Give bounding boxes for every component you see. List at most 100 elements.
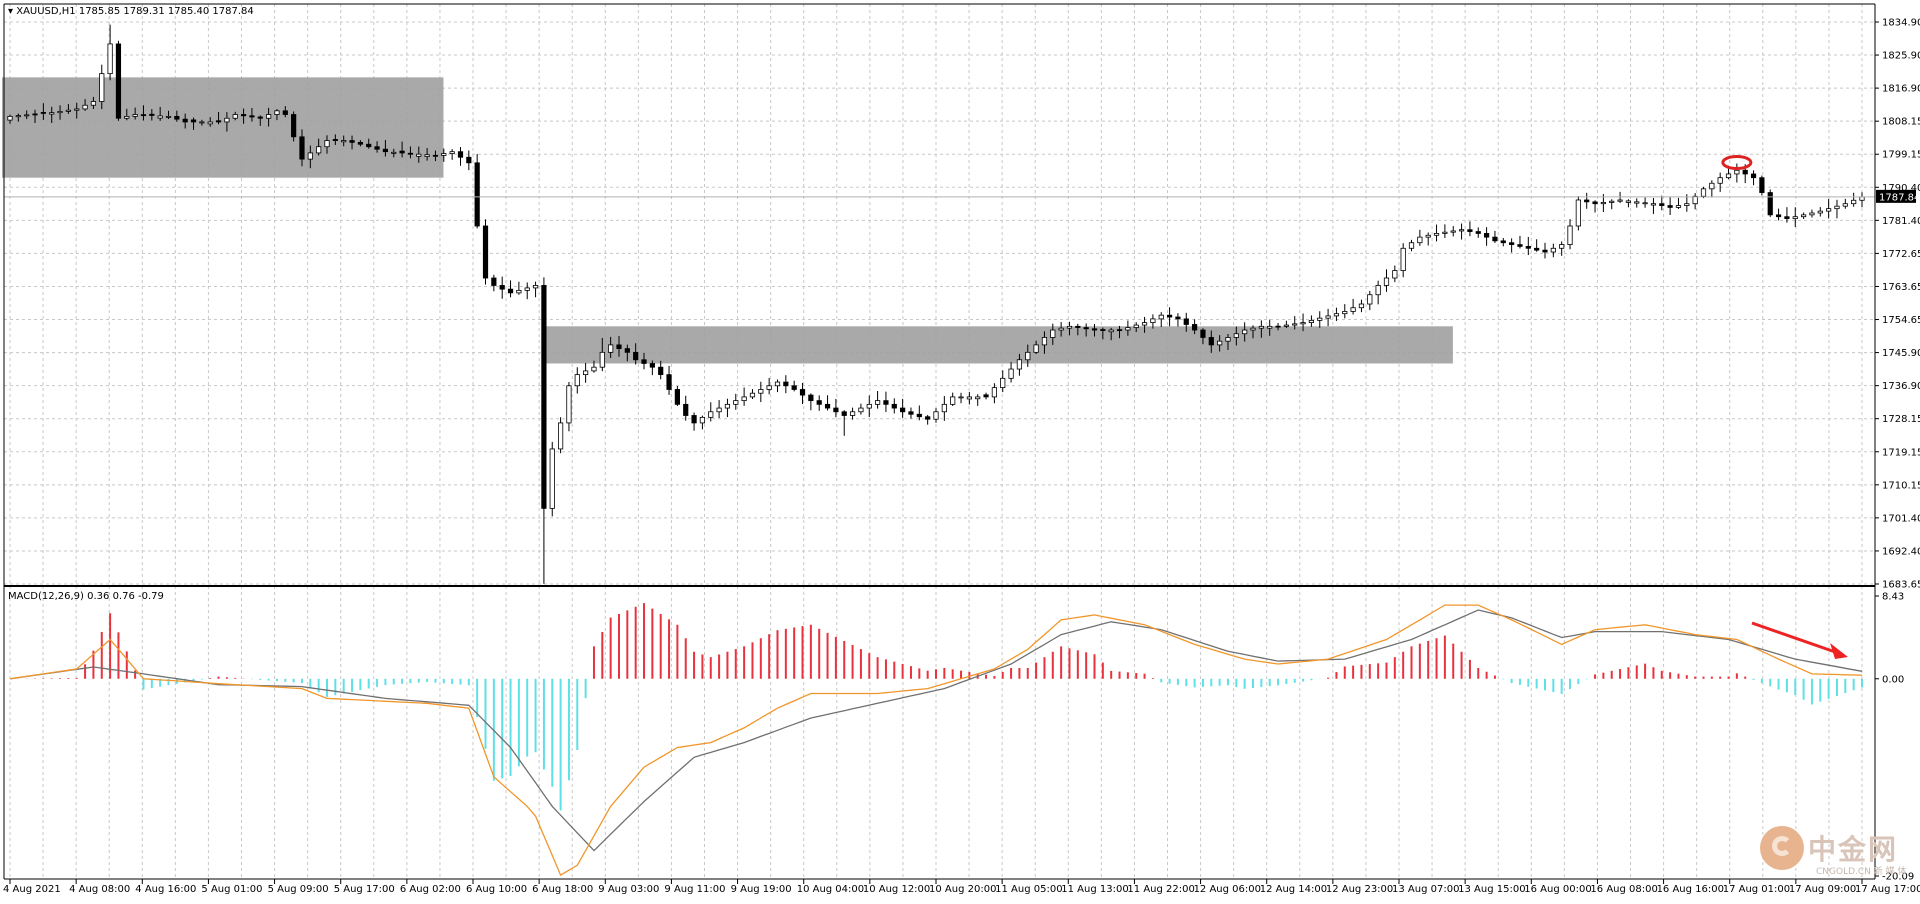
- candle-body: [1458, 229, 1465, 232]
- candle-body: [432, 154, 439, 157]
- candle-body: [649, 363, 655, 368]
- candle-body: [1767, 192, 1773, 216]
- candle-body: [366, 143, 372, 148]
- candle-body: [1350, 307, 1356, 312]
- time-tick-label: 12 Aug 06:00: [1194, 884, 1261, 895]
- candle-body: [307, 152, 313, 160]
- watermark-subtext: CNGOLD.CN 新 媒 体: [1816, 867, 1907, 877]
- candle-body: [1759, 177, 1765, 193]
- candle-body: [616, 344, 622, 350]
- candle-body: [249, 115, 255, 118]
- candle-body: [507, 288, 514, 294]
- candle-body: [966, 396, 972, 400]
- candle-body: [1000, 377, 1006, 389]
- candle-body: [1308, 319, 1315, 324]
- candle-body: [908, 411, 914, 415]
- macd-tick-label: 8.43: [1882, 592, 1904, 603]
- candle-body: [266, 114, 272, 119]
- candle-body: [541, 285, 547, 509]
- annotations: [1721, 155, 1848, 659]
- candle-body: [599, 351, 605, 368]
- candle-body: [1809, 212, 1815, 216]
- candle-body: [958, 396, 964, 399]
- candle-body: [232, 114, 238, 119]
- time-tick-label: 5 Aug 09:00: [268, 884, 329, 895]
- candle-body: [224, 117, 230, 123]
- candle-body: [1141, 322, 1148, 326]
- candle-body: [1859, 196, 1865, 201]
- candle-body: [399, 150, 405, 154]
- candle-body: [15, 115, 21, 118]
- candle-body: [1133, 324, 1139, 328]
- consolidation-zone: [544, 326, 1453, 364]
- time-tick-label: 13 Aug 15:00: [1458, 884, 1525, 895]
- candle-body: [1016, 359, 1023, 370]
- candle-body: [799, 389, 806, 396]
- candle-body: [1091, 328, 1098, 331]
- candle-body: [1008, 368, 1014, 379]
- price-tick-label: 1799.15: [1882, 150, 1920, 161]
- candle-body: [1041, 337, 1048, 346]
- candle-body: [1367, 294, 1373, 305]
- candle-body: [49, 112, 55, 115]
- candle-body: [215, 120, 222, 123]
- candle-body: [1634, 201, 1640, 204]
- time-tick-label: 4 Aug 16:00: [135, 884, 196, 895]
- candle-body: [274, 110, 280, 115]
- candle-body: [1675, 205, 1682, 208]
- time-tick-label: 12 Aug 14:00: [1260, 884, 1327, 895]
- candle-body: [1492, 236, 1498, 242]
- candle-body: [1200, 329, 1206, 338]
- candle-body: [282, 110, 288, 115]
- candle-body: [190, 119, 197, 123]
- candle-body: [65, 109, 71, 112]
- price-tick-label: 1772.65: [1882, 249, 1920, 260]
- macd-signal-line: [9, 609, 1863, 852]
- price-tick-label: 1736.90: [1882, 381, 1920, 392]
- candle-body: [833, 407, 839, 413]
- candle-body: [407, 152, 414, 155]
- candle-body: [1659, 203, 1665, 206]
- candle-body: [1625, 200, 1632, 203]
- watermark: 中金网: [1760, 826, 1898, 870]
- time-tick-label: 11 Aug 13:00: [1061, 884, 1128, 895]
- candle-body: [1258, 325, 1264, 329]
- candle-body: [1834, 205, 1840, 210]
- price-tick-label: 1692.40: [1882, 546, 1920, 557]
- candle-body: [858, 407, 864, 413]
- highlight-ellipse: [1721, 155, 1753, 171]
- candle-body: [549, 448, 555, 509]
- candle-body: [1417, 236, 1423, 244]
- candle-body: [1750, 173, 1757, 179]
- time-tick-label: 16 Aug 08:00: [1590, 884, 1657, 895]
- candle-body: [1267, 325, 1273, 329]
- candle-body: [499, 285, 505, 290]
- candle-body: [674, 389, 680, 405]
- macd-main-line: [9, 604, 1863, 877]
- price-tick-label: 1781.40: [1882, 216, 1920, 227]
- candle-body: [1158, 314, 1164, 320]
- time-tick-label: 6 Aug 10:00: [466, 884, 527, 895]
- candle-body: [165, 115, 172, 118]
- time-tick-label: 17 Aug 17:00: [1855, 884, 1920, 895]
- time-tick-label: 17 Aug 01:00: [1723, 884, 1790, 895]
- candle-body: [824, 403, 831, 409]
- candle-body: [32, 113, 38, 116]
- candle-body: [391, 151, 397, 154]
- candle-body: [1617, 199, 1623, 202]
- time-tick-label: 11 Aug 22:00: [1127, 884, 1194, 895]
- candle-body: [140, 114, 147, 117]
- time-tick-label: 12 Aug 23:00: [1326, 884, 1393, 895]
- candle-body: [1175, 316, 1181, 320]
- tick-labels: 1834.90 1825.90 1816.90 1808.15 1799.15 1790.…: [3, 18, 1920, 896]
- candle-body: [40, 111, 46, 114]
- candle-body: [324, 140, 330, 148]
- candle-body: [291, 114, 297, 138]
- candle-body: [699, 416, 706, 424]
- candle-body: [1400, 247, 1406, 271]
- candle-body: [1166, 314, 1173, 318]
- candle-body: [1550, 247, 1556, 253]
- current-price-tag: [1876, 189, 1916, 203]
- current-price-line: 1787.84: [4, 189, 1920, 203]
- candle-body: [983, 394, 989, 398]
